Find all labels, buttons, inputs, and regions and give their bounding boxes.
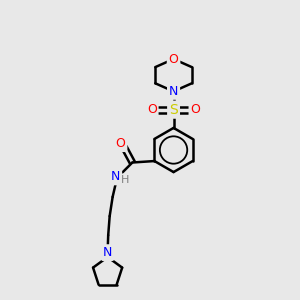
Text: O: O bbox=[169, 52, 178, 65]
Text: N: N bbox=[103, 246, 112, 259]
Text: N: N bbox=[111, 170, 120, 183]
Text: O: O bbox=[147, 103, 157, 116]
Text: O: O bbox=[116, 137, 125, 150]
Text: S: S bbox=[169, 103, 178, 117]
Text: N: N bbox=[169, 85, 178, 98]
Text: O: O bbox=[190, 103, 200, 116]
Text: H: H bbox=[121, 175, 130, 185]
